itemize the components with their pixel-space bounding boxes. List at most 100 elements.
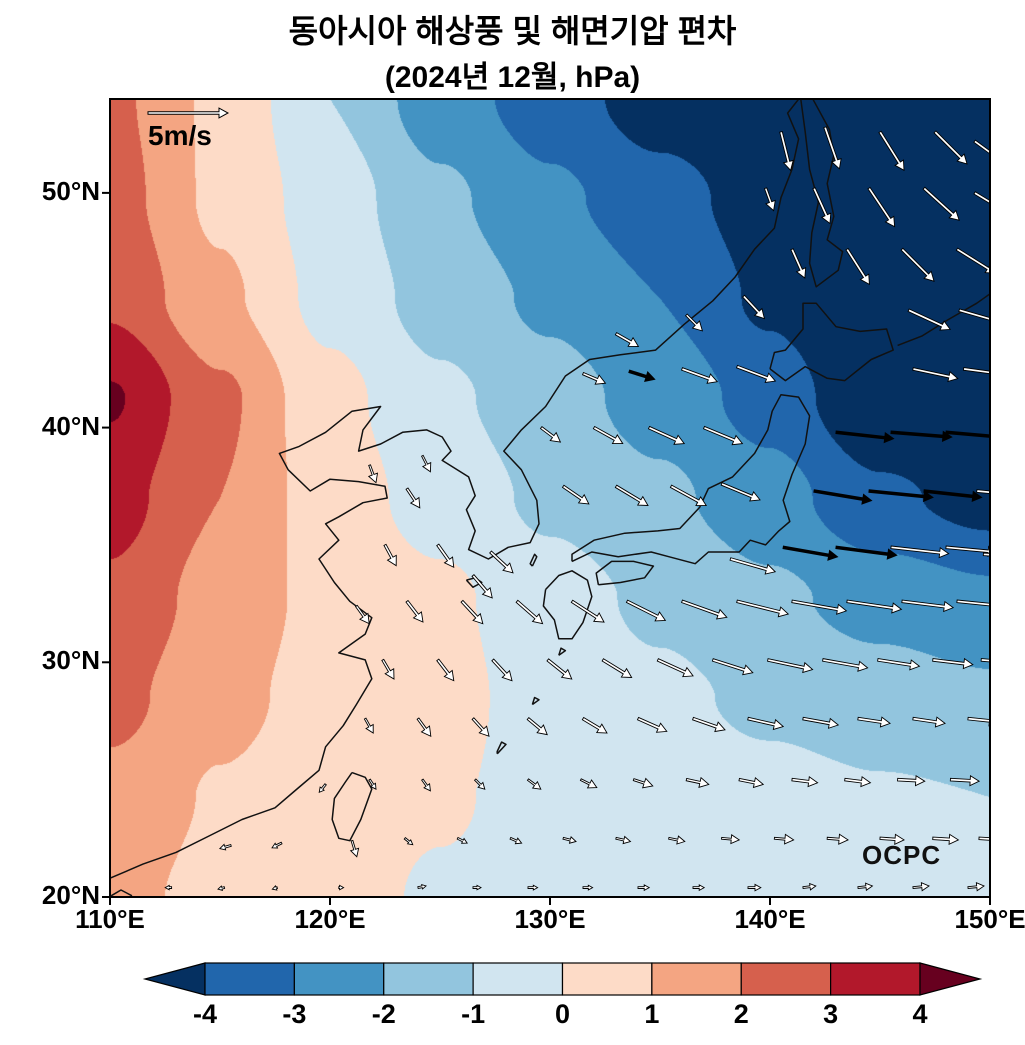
wind-arrow [922, 186, 960, 221]
wind-arrow [582, 884, 594, 891]
wind-arrow [773, 833, 795, 845]
wind-arrow [812, 187, 832, 225]
colorbar-segment [740, 962, 832, 996]
wind-arrow [581, 716, 608, 734]
colorbar-tick-label: -2 [371, 999, 396, 1029]
colorbar-tick-label: -3 [282, 999, 307, 1029]
wind-arrow [526, 778, 542, 790]
colorbar-segment [561, 962, 653, 996]
wind-reference-label: 5m/s [148, 120, 212, 151]
wind-arrow [420, 454, 432, 473]
wind-arrow [615, 835, 632, 845]
wind-arrow [962, 367, 990, 380]
coastline-path [897, 293, 990, 347]
colorbar-under-arrow [142, 962, 206, 996]
wind-arrow [436, 543, 455, 569]
wind-arrow [822, 658, 869, 672]
coastline-path [331, 771, 373, 842]
wind-arrow [354, 604, 370, 625]
wind-arrow [791, 599, 848, 615]
wind-arrow [417, 883, 427, 890]
wind-arrow [405, 599, 424, 623]
wind-arrow [637, 884, 651, 892]
wind-arrow [823, 126, 842, 170]
wind-arrow [857, 882, 874, 892]
wind-arrow [857, 716, 891, 728]
colorbar-tick-label: -4 [192, 999, 217, 1029]
coastline-path [496, 741, 507, 755]
wind-arrow [691, 716, 726, 733]
wind-arrow [978, 833, 990, 846]
wind-arrow [632, 777, 654, 789]
colorbar-tick-label: 4 [912, 999, 928, 1029]
wind-arrow [729, 557, 777, 575]
wind-arrow [680, 367, 719, 384]
wind-arrow [561, 484, 590, 505]
wind-arrow [782, 545, 839, 561]
wind-arrow [562, 836, 577, 844]
wind-arrow [912, 716, 946, 728]
wind-arrow [217, 885, 226, 891]
x-axis-tick-label: 140°E [734, 904, 806, 934]
wind-arrow [405, 487, 421, 509]
anomaly-field-canvas [110, 99, 990, 897]
wind-arrow [436, 658, 455, 682]
coastline-path [571, 393, 811, 565]
wind-arrow [912, 882, 930, 892]
wind-arrow [318, 783, 327, 793]
wind-arrow [692, 884, 706, 892]
watermark-logo: OCPC [862, 840, 942, 870]
wind-arrow [515, 599, 544, 625]
wind-arrow [383, 543, 397, 567]
wind-arrow [779, 131, 794, 172]
wind-arrow [912, 367, 959, 383]
wind-arrow [669, 484, 708, 506]
wind-arrow [526, 717, 548, 736]
wind-arrow [907, 308, 952, 331]
wind-arrow [491, 658, 513, 682]
wind-arrow [973, 191, 990, 218]
colorbar-segment [293, 962, 385, 996]
wind-arrow [509, 836, 523, 845]
wind-arrow [684, 313, 704, 332]
wind-arrow [581, 371, 607, 385]
wind-arrow [878, 130, 905, 172]
wind-arrow [736, 599, 790, 618]
wind-arrow [338, 884, 345, 891]
wind-arrow [956, 599, 990, 611]
wind-arrow [932, 833, 960, 846]
wind-arrow [826, 833, 849, 845]
wind-arrow [218, 843, 232, 851]
colorbar-segment [383, 962, 474, 996]
wind-arrow [890, 545, 950, 559]
wind-arrow [813, 489, 873, 505]
wind-arrow [546, 658, 573, 680]
wind-arrow [421, 778, 431, 792]
coastline-path [542, 570, 593, 640]
wind-arrow [747, 716, 785, 731]
wind-arrow [489, 550, 514, 574]
wind-arrow [367, 464, 379, 484]
chart-subtitle: (2024년 12월, hPa) [384, 61, 641, 94]
wind-arrow [867, 186, 896, 228]
chart-title: 동아시아 해상풍 및 해면기압 편차 [288, 13, 737, 49]
wind-arrow [349, 839, 360, 858]
wind-arrow [656, 658, 694, 678]
wind-arrow [579, 778, 598, 789]
wind-arrow [647, 425, 686, 445]
map-layer [110, 99, 990, 897]
colorbar-tick-label: 0 [554, 999, 571, 1029]
wind-arrow [711, 658, 754, 676]
wind-arrow [472, 884, 482, 891]
y-axis-tick-label: 20°N [41, 880, 100, 910]
wind-arrow [901, 599, 955, 613]
wind-arrow [363, 717, 374, 734]
wind-arrow [890, 430, 953, 443]
wind-arrow [720, 482, 761, 502]
wind-arrow [766, 658, 814, 674]
wind-arrow [539, 426, 562, 443]
wind-arrow [879, 833, 905, 845]
wind-arrow [381, 658, 395, 680]
